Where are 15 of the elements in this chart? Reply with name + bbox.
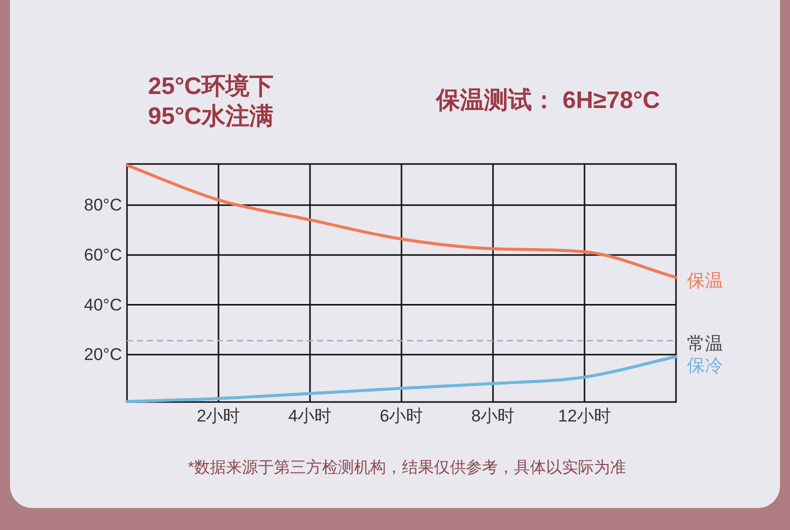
line-label: 保温 xyxy=(687,270,723,290)
x-tick-label: 12小时 xyxy=(558,406,611,426)
y-tick-label: 80°C xyxy=(84,196,122,215)
line-label: 保冷 xyxy=(687,356,723,376)
x-tick-label: 8小时 xyxy=(471,406,515,426)
x-tick-label: 6小时 xyxy=(380,406,424,426)
line-label: 常温 xyxy=(687,334,723,354)
x-tick-label: 4小时 xyxy=(288,406,332,426)
y-tick-label: 60°C xyxy=(84,245,122,264)
note: *数据来源于第三方检测机构，结果仅供参考，具体以实际为准 xyxy=(188,460,626,476)
y-tick-label: 40°C xyxy=(84,295,122,314)
x-tick-label: 2小时 xyxy=(196,406,240,426)
y-tick-label: 20°C xyxy=(84,345,122,364)
title: 25°C环境下 95°C水注满 xyxy=(148,73,274,130)
subtitle: 保温测试： 6H≥78°C xyxy=(436,87,660,114)
